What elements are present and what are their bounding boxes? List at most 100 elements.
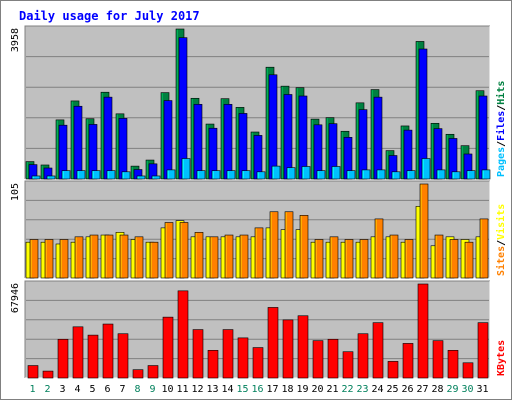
kbytes-bar-20-highlight	[313, 341, 315, 378]
visits-bar-8-highlight	[131, 240, 133, 278]
sites-bar-3-highlight	[60, 240, 62, 278]
files-bar-17	[268, 74, 278, 180]
pages-bar-25	[391, 171, 401, 180]
kbytes-bar-12-body	[192, 329, 204, 379]
sites-bar-20-highlight	[315, 240, 317, 278]
sites-bar-24	[374, 218, 384, 279]
pages-bar-1-highlight	[32, 176, 34, 179]
pages-bar-25-body	[391, 171, 401, 180]
pages-bar-27-body	[421, 158, 431, 180]
sites-bar-8-body	[134, 236, 144, 279]
sites-bar-23	[359, 239, 369, 279]
kbytes-bar-12	[192, 329, 204, 379]
kbytes-bar-27-highlight	[418, 284, 420, 378]
pages-bar-17-body	[271, 165, 281, 180]
kbytes-bar-5	[87, 334, 99, 379]
sites-bar-27	[419, 183, 429, 279]
panel-middle-ymax-label: 105	[10, 183, 21, 201]
files-bar-20-highlight	[314, 125, 316, 179]
pages-bar-20-body	[316, 170, 326, 180]
pages-bar-3-highlight	[62, 171, 64, 179]
hits-bar-30-highlight	[461, 146, 463, 179]
sites-bar-24-highlight	[375, 219, 377, 278]
kbytes-bar-8	[132, 369, 144, 379]
chart-title: Daily usage for July 2017	[19, 9, 200, 23]
files-bar-4-highlight	[74, 106, 76, 179]
kbytes-bar-28-highlight	[433, 341, 435, 378]
pages-bar-15-body	[241, 170, 251, 180]
kbytes-bar-23	[357, 333, 369, 379]
sites-bar-26-body	[404, 239, 414, 279]
hits-bar-16-highlight	[251, 132, 253, 179]
chart-panels: 3958Pages/Files/Hits105Sites/Visits67946…	[10, 25, 507, 379]
pages-bar-22-highlight	[347, 171, 349, 179]
sites-bar-14-highlight	[225, 235, 227, 278]
kbytes-bar-28-body	[432, 340, 444, 379]
hits-bar-12-highlight	[191, 98, 193, 179]
sites-bar-11-highlight	[180, 223, 182, 278]
kbytes-bar-13-highlight	[208, 350, 210, 378]
files-bar-16-highlight	[254, 136, 256, 179]
sites-bar-2-highlight	[45, 240, 47, 278]
pages-bar-20	[316, 170, 326, 180]
sites-bar-5	[89, 234, 99, 279]
files-bar-10	[163, 100, 173, 180]
pages-bar-30	[466, 170, 476, 180]
x-axis-labels: 1 2 3 4 5 6 7 8 9 10 11 12 13 14 15 16 17 18 19 20 21 22 23 24 2…	[29, 384, 488, 395]
hits-bar-27-highlight	[416, 42, 418, 179]
x-tick-label: 20	[311, 384, 323, 395]
pages-bar-23-highlight	[362, 170, 364, 179]
pages-bar-8-highlight	[137, 176, 139, 179]
visits-bar-12-highlight	[191, 237, 193, 278]
sites-bar-19	[299, 215, 309, 279]
files-bar-22-highlight	[344, 137, 346, 179]
files-bar-26-highlight	[404, 130, 406, 179]
x-tick-label: 31	[476, 384, 488, 395]
kbytes-bar-14	[222, 329, 234, 379]
kbytes-bar-24-highlight	[373, 323, 375, 378]
pages-bar-16-highlight	[257, 172, 259, 179]
files-bar-23-highlight	[359, 110, 361, 179]
sites-bar-9-highlight	[150, 242, 152, 278]
pages-bar-19-body	[301, 166, 311, 180]
files-bar-27-highlight	[419, 49, 421, 179]
pages-bar-20-highlight	[317, 171, 319, 179]
sites-bar-16-body	[254, 227, 264, 279]
files-bar-8-highlight	[134, 170, 136, 179]
pages-bar-18	[286, 167, 296, 180]
files-bar-12-highlight	[194, 104, 196, 179]
kbytes-bar-31-highlight	[478, 323, 480, 378]
visits-bar-22-highlight	[341, 242, 343, 278]
pages-bar-26	[406, 170, 416, 180]
sites-bar-3-body	[59, 239, 69, 279]
visits-bar-5-highlight	[86, 237, 88, 278]
hits-bar-9-highlight	[146, 160, 148, 179]
sites-bar-29-body	[449, 239, 459, 279]
kbytes-bar-22	[342, 351, 354, 379]
visits-bar-21-highlight	[326, 242, 328, 278]
hits-bar-19-highlight	[296, 88, 298, 179]
pages-bar-27	[421, 158, 431, 180]
sites-bar-28	[434, 234, 444, 279]
pages-bar-24-body	[376, 169, 386, 180]
hits-bar-1-highlight	[26, 162, 28, 179]
pages-bar-12-body	[196, 170, 206, 180]
kbytes-bar-7-highlight	[118, 334, 120, 378]
x-tick-label: 21	[326, 384, 338, 395]
sites-bar-2-body	[44, 239, 54, 279]
pages-bar-31-body	[481, 169, 491, 180]
pages-bar-13-body	[211, 170, 221, 180]
x-tick-label: 9	[149, 384, 155, 395]
sites-bar-21	[329, 236, 339, 279]
sites-bar-16-highlight	[255, 228, 257, 278]
kbytes-bar-6	[102, 323, 114, 379]
sites-bar-30-highlight	[465, 242, 467, 278]
visits-bar-3-highlight	[56, 244, 58, 278]
x-tick-label: 7	[119, 384, 125, 395]
kbytes-bar-2-body	[42, 370, 54, 379]
sites-bar-4-highlight	[75, 237, 77, 278]
panel-middle-legend: Sites/Visits	[495, 204, 507, 276]
sites-bar-28-body	[434, 234, 444, 279]
pages-bar-28-highlight	[437, 170, 439, 179]
